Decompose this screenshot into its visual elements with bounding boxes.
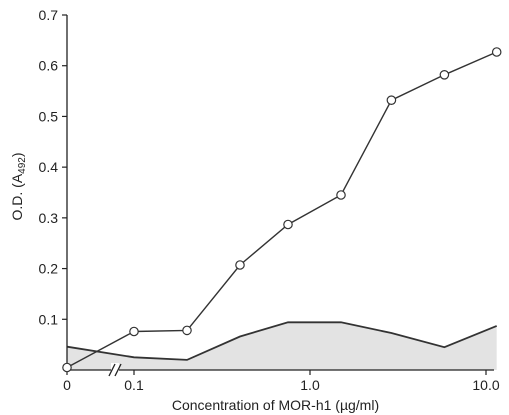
y-tick-label: 0.1 [39, 311, 59, 327]
data-point [336, 190, 346, 200]
data-point [439, 70, 450, 80]
main-series-layer [62, 47, 502, 373]
background-area-fill [67, 322, 497, 370]
axis-break-slash [114, 363, 122, 377]
axes [66, 15, 494, 377]
y-axis-title-end: ) [9, 152, 25, 157]
tick-layer: 0.1 0.2 0.3 0.4 0.5 0.6 0.7 0 0.1 1.0 10.0 [39, 7, 500, 393]
data-point [491, 47, 502, 57]
x-axis-title: Concentration of MOR-h1 (µg/ml) [172, 397, 379, 413]
data-point [283, 219, 293, 230]
y-tick-label: 0.2 [39, 261, 59, 277]
data-point [386, 95, 397, 105]
x-tick-label: 10.0 [472, 377, 499, 393]
y-tick-label: 0.6 [39, 58, 59, 74]
y-axis-title-main: O.D. (A [9, 173, 25, 220]
axis-break-gap [111, 363, 119, 377]
data-point [235, 260, 245, 270]
background-area-line [66, 321, 498, 361]
data-point [182, 325, 192, 336]
x-axis-break-marks [108, 363, 122, 377]
y-tick-label: 0.5 [39, 108, 59, 124]
data-point [129, 326, 139, 337]
y-axis-title-subscript: 492 [17, 157, 28, 174]
main-series-line [66, 51, 497, 369]
x-tick-label: 1.0 [300, 377, 320, 393]
background-area-layer [66, 321, 498, 370]
x-tick-label: 0 [63, 377, 71, 393]
x-tick-label: 0.1 [124, 377, 144, 393]
data-point [62, 362, 72, 373]
y-axis-title: O.D. (A492) [9, 152, 28, 220]
axis-break-slash [108, 363, 116, 377]
y-tick-label: 0.7 [39, 7, 59, 23]
y-tick-label: 0.3 [39, 210, 59, 226]
y-tick-label: 0.4 [39, 159, 59, 175]
